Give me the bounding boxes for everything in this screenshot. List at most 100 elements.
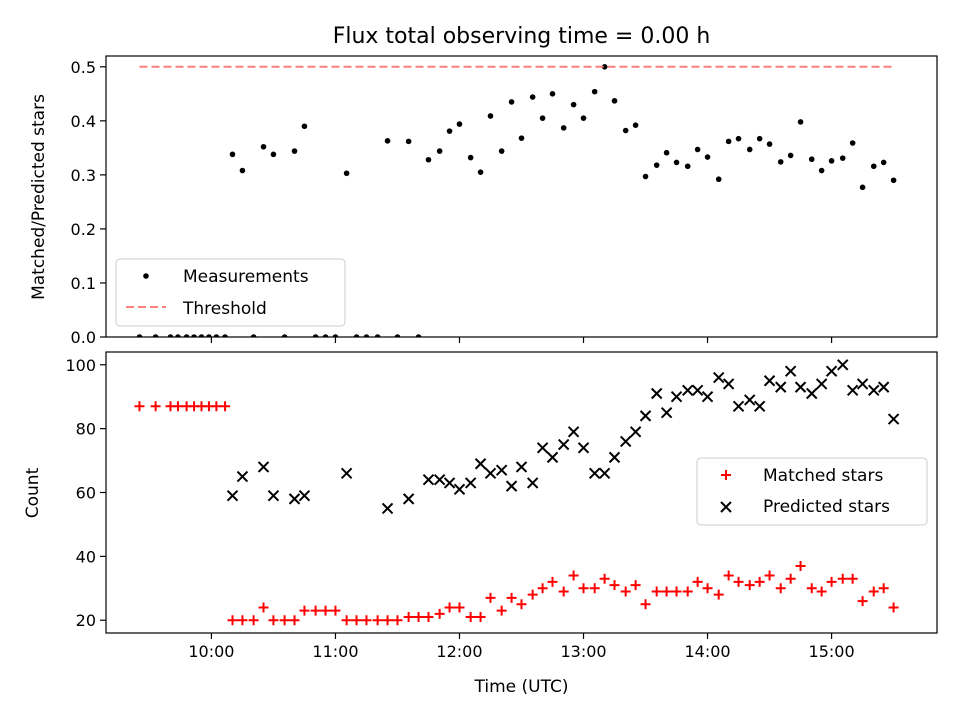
- data-point: [577, 442, 590, 454]
- data-point: [547, 576, 558, 587]
- data-point: [495, 464, 508, 476]
- data-point: [887, 413, 900, 425]
- data-point: [436, 148, 443, 154]
- data-point: [226, 489, 239, 502]
- top-panel: 0.0 0.1 0.2 0.3 0.4 0.5 Measurements Threshold: [71, 55, 938, 347]
- data-point: [227, 615, 238, 626]
- data-point: [557, 438, 570, 451]
- data-point: [464, 477, 477, 489]
- data-point: [485, 592, 496, 603]
- data-point: [152, 334, 159, 337]
- data-point: [877, 381, 890, 393]
- data-point: [642, 173, 649, 180]
- data-point: [279, 615, 290, 626]
- data-point: [134, 401, 145, 412]
- data-point: [446, 128, 453, 134]
- data-point: [515, 461, 528, 473]
- data-point: [456, 121, 463, 127]
- data-point: [620, 586, 631, 597]
- data-point: [704, 154, 711, 160]
- data-point: [744, 394, 756, 406]
- data-point: [443, 477, 456, 489]
- data-point: [732, 400, 745, 412]
- bottom-x-tick-label: 14:00: [684, 642, 730, 661]
- data-point: [150, 401, 161, 412]
- data-point: [733, 576, 744, 587]
- data-point: [763, 375, 776, 387]
- bottom-series-predicted-stars: [226, 359, 900, 515]
- legend-box: [115, 258, 346, 327]
- bottom-panel: 10:00 11:00 12:00 13:00 14:00 15:00 20 40 60 80 10…: [65, 351, 938, 661]
- data-point: [518, 135, 525, 141]
- data-point: [702, 583, 713, 594]
- data-point: [764, 570, 775, 581]
- top-y-axis-label: Matched/Predicted stars: [29, 94, 49, 300]
- data-point: [351, 615, 362, 626]
- data-point: [549, 91, 556, 97]
- data-point: [341, 615, 352, 626]
- data-point: [322, 334, 329, 337]
- data-point: [825, 365, 838, 377]
- data-point: [888, 602, 899, 613]
- bottom-y-tick-label: 40: [76, 547, 96, 566]
- data-point: [599, 573, 610, 584]
- data-point: [320, 605, 331, 616]
- data-point: [746, 146, 753, 153]
- data-point: [589, 583, 600, 594]
- data-point: [374, 334, 381, 337]
- data-point: [268, 615, 279, 626]
- data-point: [403, 612, 414, 623]
- data-point: [735, 135, 742, 142]
- data-point: [754, 576, 765, 587]
- data-point: [474, 458, 487, 470]
- data-point: [601, 64, 608, 70]
- legend-label-predicted-stars: Predicted stars: [763, 497, 890, 517]
- data-point: [816, 586, 827, 597]
- data-point: [661, 586, 672, 597]
- legend-marker-predicted-stars: [720, 501, 732, 513]
- bottom-x-tick-label: 11:00: [312, 642, 358, 661]
- data-point: [191, 334, 197, 337]
- data-point: [580, 115, 587, 121]
- data-point: [868, 384, 880, 397]
- data-point: [250, 334, 257, 337]
- bottom-x-tick-label: 13:00: [560, 642, 606, 661]
- data-point: [785, 573, 796, 584]
- data-point: [434, 608, 445, 619]
- data-point: [684, 163, 691, 170]
- data-point: [806, 387, 818, 400]
- top-plot-area: [136, 64, 897, 337]
- data-point: [857, 596, 868, 607]
- data-point: [591, 88, 598, 95]
- top-y-tick-label: 0.3: [71, 166, 96, 185]
- data-point: [671, 586, 682, 597]
- bottom-axes-frame: [105, 351, 938, 634]
- data-point: [651, 586, 662, 597]
- data-point: [465, 612, 476, 623]
- data-point: [506, 592, 517, 603]
- data-point: [536, 442, 549, 454]
- data-point: [213, 334, 220, 337]
- data-point: [487, 113, 494, 119]
- data-point: [632, 122, 639, 128]
- data-point: [237, 615, 248, 626]
- data-point: [167, 334, 174, 337]
- data-point: [433, 474, 446, 486]
- data-point: [529, 94, 536, 100]
- data-point: [267, 489, 280, 502]
- top-y-tick-label: 0.5: [71, 58, 96, 77]
- data-point: [847, 573, 858, 584]
- data-point: [797, 119, 804, 125]
- top-chart-title: Flux total observing time = 0.00 h: [333, 24, 711, 49]
- data-point: [484, 467, 497, 480]
- data-point: [558, 586, 569, 597]
- data-point: [818, 167, 825, 174]
- data-point: [692, 576, 703, 587]
- legend-marker-matched-stars: [721, 470, 731, 480]
- data-point: [444, 602, 455, 613]
- data-point: [784, 365, 797, 377]
- data-point: [568, 570, 579, 581]
- legend-label-matched-stars: Matched stars: [763, 466, 883, 486]
- top-y-tick-label: 0.2: [71, 220, 96, 239]
- data-point: [639, 410, 652, 422]
